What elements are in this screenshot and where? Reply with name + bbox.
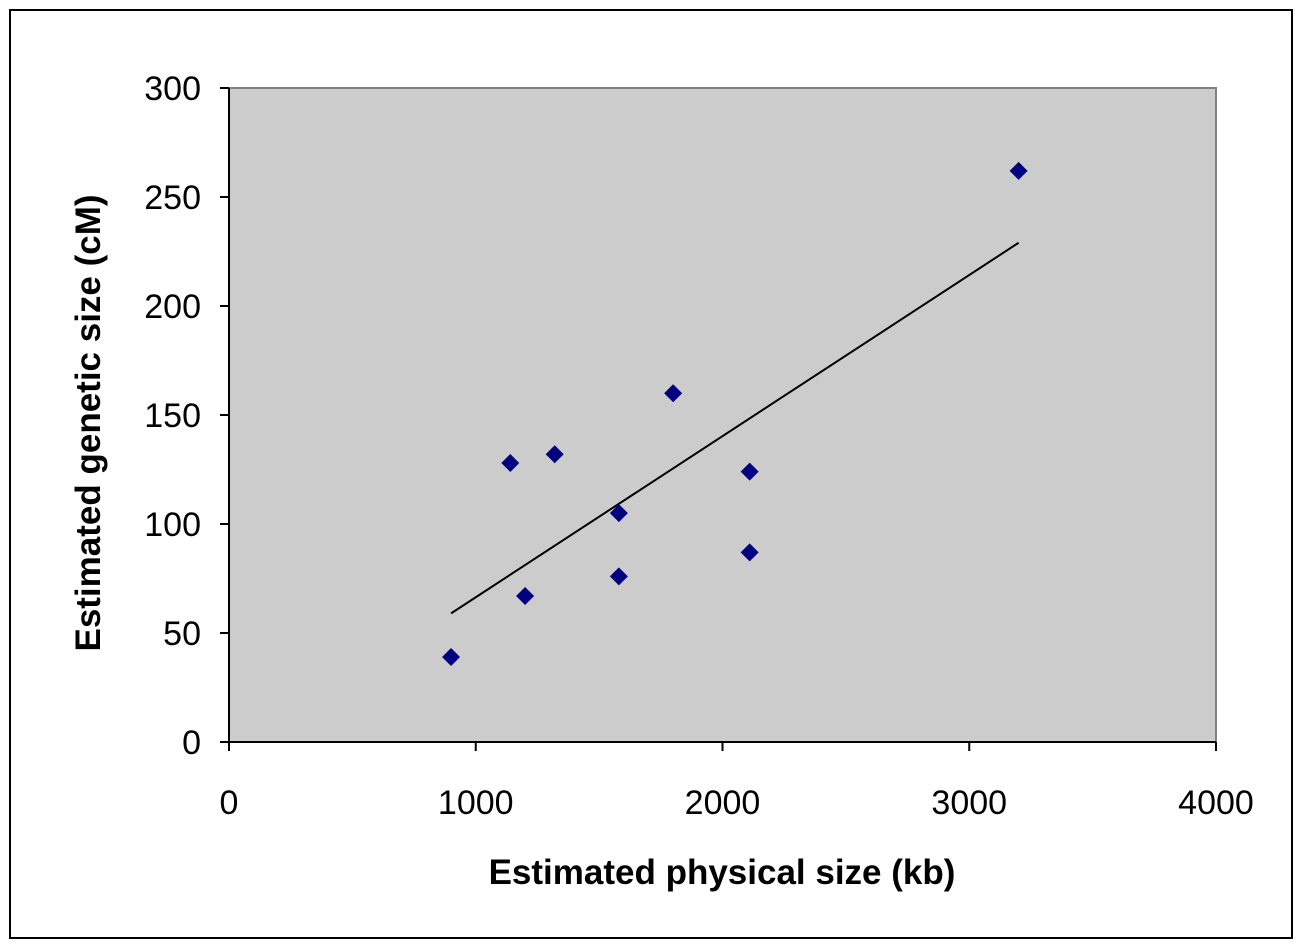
y-axis-ticks: 0 50 100 150 200 250 300 bbox=[144, 70, 229, 762]
y-tick-label: 250 bbox=[144, 179, 201, 217]
data-point bbox=[442, 647, 461, 666]
data-point bbox=[609, 567, 628, 586]
y-tick-label: 100 bbox=[144, 506, 201, 544]
x-tick-label: 2000 bbox=[685, 784, 761, 822]
data-points bbox=[442, 161, 1028, 666]
x-tick-label: 3000 bbox=[931, 784, 1007, 822]
x-tick-label: 0 bbox=[220, 784, 239, 822]
trendline bbox=[450, 241, 1020, 615]
plot-area bbox=[228, 87, 1217, 743]
x-axis-title: Estimated physical size (kb) bbox=[489, 853, 956, 892]
y-tick-label: 300 bbox=[144, 70, 201, 108]
y-tick-label: 200 bbox=[144, 288, 201, 326]
y-axis-title: Estimated genetic size (cM) bbox=[69, 194, 108, 651]
data-point bbox=[740, 462, 759, 481]
data-point bbox=[664, 384, 683, 403]
trendline-layer bbox=[450, 241, 1020, 615]
x-tick-label: 1000 bbox=[438, 784, 514, 822]
data-point bbox=[1009, 161, 1028, 180]
x-tick-label: 4000 bbox=[1178, 784, 1254, 822]
y-tick-label: 0 bbox=[182, 724, 201, 762]
data-point bbox=[609, 504, 628, 523]
data-point bbox=[501, 453, 520, 472]
y-tick-label: 150 bbox=[144, 397, 201, 435]
data-point bbox=[516, 586, 535, 605]
data-point bbox=[545, 445, 564, 464]
y-tick-label: 50 bbox=[163, 615, 201, 653]
x-axis-ticks: 0 1000 2000 3000 4000 bbox=[220, 742, 1254, 822]
data-point bbox=[740, 543, 759, 562]
